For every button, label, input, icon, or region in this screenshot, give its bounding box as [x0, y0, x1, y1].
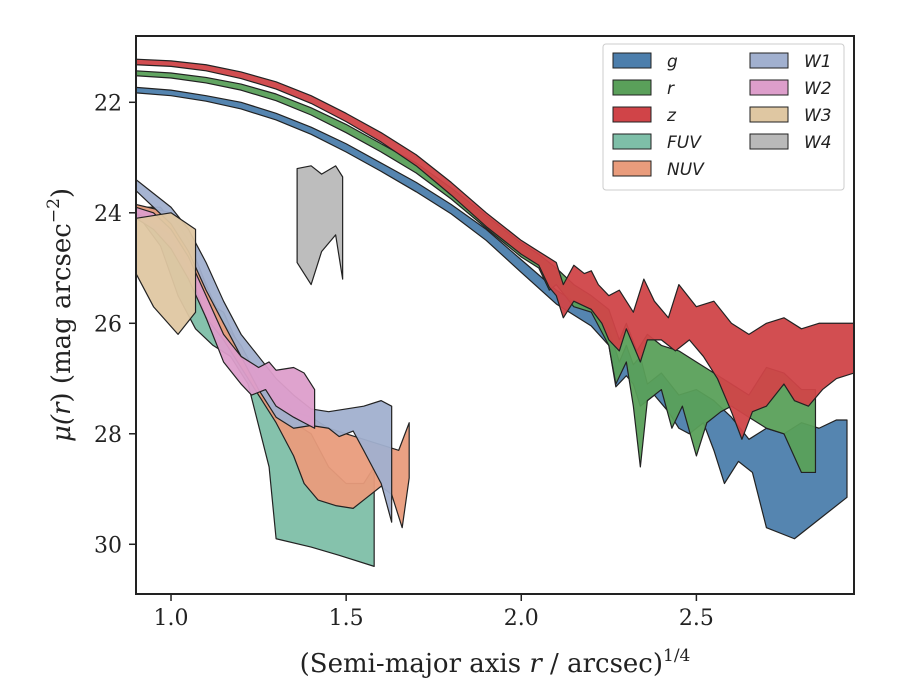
legend-label-w1: W1: [804, 52, 832, 72]
x-tick-label: 1.0: [154, 606, 189, 631]
band-g: [136, 86, 848, 540]
plot-frame: [135, 35, 855, 595]
legend-swatch-r: [612, 79, 652, 96]
legend-label-r: r: [667, 79, 675, 99]
series-layer: [136, 58, 854, 567]
y-ticks: 22 24 26 28 30: [94, 91, 136, 558]
legend: grz FUV NUV W1 W2 W3 W4: [602, 43, 845, 191]
band-z: [136, 58, 854, 440]
legend-swatch-z: [612, 106, 652, 123]
legend-label-w3: W3: [804, 106, 832, 126]
y-tick-label: 30: [94, 533, 122, 558]
y-axis-label: μ(r) (mag arcsec−2): [44, 188, 77, 442]
y-tick-label: 22: [94, 91, 122, 116]
x-axis-label: (Semi-major axis r / arcsec)1/4: [300, 646, 691, 679]
legend-label-w4: W4: [804, 133, 832, 153]
legend-label-z: z: [666, 106, 677, 126]
band-w4: [296, 165, 344, 286]
legend-label-fuv: FUV: [667, 133, 702, 153]
band-w3: [136, 212, 197, 335]
legend-swatch-w1: [749, 52, 789, 69]
x-tick-label: 2.5: [679, 606, 714, 631]
legend-swatch-w2: [749, 79, 789, 96]
x-tick-label: 2.0: [504, 606, 539, 631]
legend-swatch-nuv: [612, 160, 652, 177]
x-tick-label: 1.5: [329, 606, 364, 631]
y-tick-label: 24: [94, 202, 122, 227]
band-w1: [136, 179, 393, 523]
y-tick-label: 28: [94, 423, 122, 448]
legend-label-g: g: [667, 52, 678, 72]
legend-swatch-w4: [749, 133, 789, 150]
legend-swatch-g: [612, 52, 652, 69]
y-tick-label: 26: [94, 312, 122, 337]
legend-label-nuv: NUV: [667, 160, 705, 180]
x-ticks: 1.0 1.5 2.0 2.5: [154, 594, 714, 631]
legend-swatch-fuv: [612, 133, 652, 150]
legend-label-w2: W2: [804, 79, 832, 99]
legend-swatch-w3: [749, 106, 789, 123]
